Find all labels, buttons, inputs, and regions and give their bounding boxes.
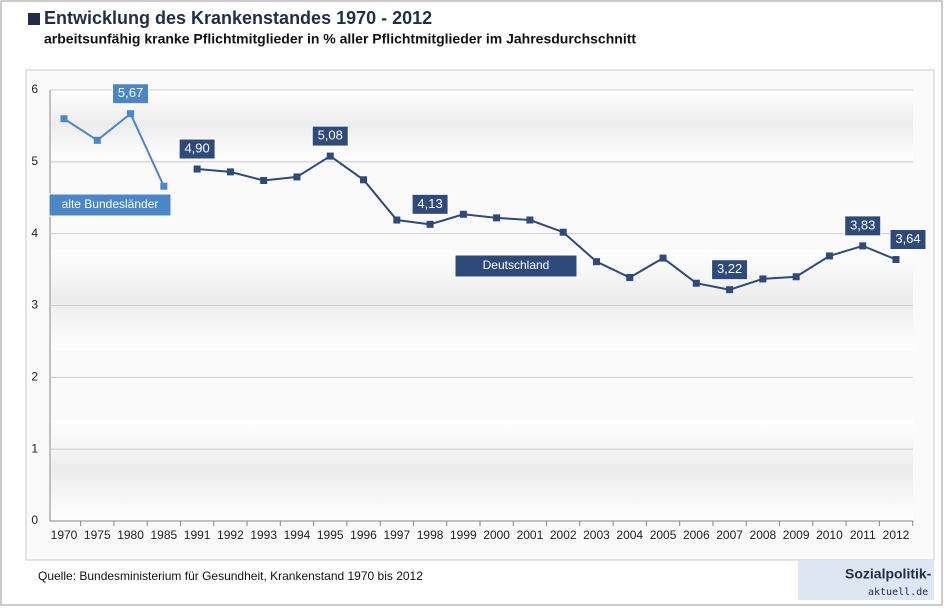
x-tick-label: 1999 [450, 528, 477, 542]
y-tick-label: 6 [31, 82, 38, 96]
x-tick-label: 1992 [217, 528, 244, 542]
x-tick-label: 2005 [650, 528, 677, 542]
point [759, 275, 767, 283]
y-tick-label: 2 [31, 370, 38, 384]
x-tick-label: 1975 [84, 528, 111, 542]
x-tick-label: 1994 [284, 528, 311, 542]
chart-title: Entwicklung des Krankenstandes 1970 - 20… [44, 8, 432, 28]
point [592, 258, 600, 266]
point [160, 182, 168, 190]
point [493, 214, 501, 222]
point [393, 216, 401, 224]
chart-subtitle: arbeitsunfähig kranke Pflichtmitglieder … [44, 31, 636, 47]
title-marker [28, 13, 40, 25]
value-label: 3,64 [895, 231, 920, 246]
value-label-box [311, 125, 349, 147]
band [51, 420, 913, 520]
series-name-box [48, 193, 172, 217]
point [60, 115, 68, 123]
x-tick-label: 2009 [783, 528, 810, 542]
x-tick-label: 2010 [816, 528, 843, 542]
point [526, 216, 534, 224]
value-label: 5,08 [318, 128, 343, 143]
value-label-box [889, 229, 927, 251]
x-tick-label: 2012 [883, 528, 910, 542]
x-tick-label: 1980 [117, 528, 144, 542]
point [726, 286, 734, 294]
point [825, 252, 833, 260]
y-tick-label: 1 [31, 441, 38, 455]
source: Quelle: Bundesministerium für Gesundheit… [38, 569, 423, 583]
point [260, 177, 268, 185]
point [426, 220, 434, 228]
x-tick-label: 1998 [417, 528, 444, 542]
point [626, 273, 634, 281]
series-line [197, 154, 897, 291]
y-tick-label: 3 [31, 298, 38, 312]
y-tick-label: 0 [31, 513, 38, 527]
x-tick-label: 2004 [616, 528, 643, 542]
value-label: 5,67 [118, 85, 143, 100]
point [93, 136, 101, 144]
point [360, 176, 368, 184]
value-label: 4,90 [184, 140, 209, 155]
value-label: 4,13 [417, 196, 442, 211]
logo-text: aktuell.de [868, 587, 928, 598]
value-label-box [112, 83, 150, 105]
x-tick-label: 1991 [184, 528, 211, 542]
value-label-box [844, 215, 882, 237]
point [226, 168, 234, 176]
x-tick-label: 2002 [550, 528, 577, 542]
x-tick-label: 2003 [583, 528, 610, 542]
x-tick-label: 2007 [716, 528, 743, 542]
series-name: Deutschland [483, 258, 550, 272]
x-tick-label: 2000 [483, 528, 510, 542]
x-tick-label: 1996 [350, 528, 377, 542]
logo-text: Sozialpolitik- [845, 566, 932, 582]
point [859, 242, 867, 250]
point [659, 254, 667, 262]
value-label-box [711, 259, 749, 281]
point [293, 173, 301, 181]
x-tick-label: 1997 [383, 528, 410, 542]
x-tick-label: 1970 [51, 528, 78, 542]
x-tick-label: 2011 [850, 528, 876, 542]
y-tick-label: 5 [31, 154, 38, 168]
x-tick-label: 1995 [317, 528, 344, 542]
point [892, 256, 900, 264]
point [193, 165, 201, 173]
x-tick-label: 1993 [250, 528, 277, 542]
point [792, 273, 800, 281]
x-tick-label: 1985 [150, 528, 177, 542]
y-tick-label: 4 [31, 226, 38, 240]
point [326, 152, 334, 160]
x-tick-label: 2001 [517, 528, 544, 542]
value-label-box [178, 138, 216, 160]
series-line [63, 112, 165, 187]
x-tick-label: 2006 [683, 528, 710, 542]
x-tick-label: 2008 [750, 528, 777, 542]
point [127, 110, 135, 118]
series-name-box [454, 254, 578, 278]
point [559, 228, 567, 236]
value-label-box [411, 193, 449, 215]
point [692, 279, 700, 287]
logo-bg [798, 560, 934, 600]
series-name: alte Bundesländer [62, 197, 159, 211]
point [459, 210, 467, 218]
value-label: 3,83 [850, 217, 875, 232]
value-label: 3,22 [717, 261, 742, 276]
